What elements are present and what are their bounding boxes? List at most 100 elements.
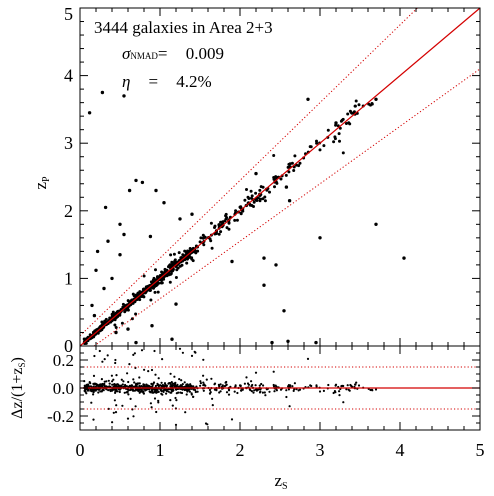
main-locus-point xyxy=(318,148,322,152)
residual-point xyxy=(130,384,133,387)
residual-point xyxy=(227,393,231,396)
residual-point xyxy=(150,389,154,392)
outlier-point xyxy=(90,303,94,308)
outlier-point xyxy=(148,234,153,239)
residual-point xyxy=(98,349,101,353)
residual-point xyxy=(203,384,206,387)
residual-point xyxy=(225,383,228,386)
main-locus-point xyxy=(178,264,182,268)
main-locus-point xyxy=(347,121,351,125)
main-locus-point xyxy=(261,185,265,189)
main-locus-point xyxy=(353,104,357,108)
residual-point xyxy=(160,390,163,393)
residual-point xyxy=(86,389,90,392)
x-tick-label: 1 xyxy=(156,440,165,460)
residual-point xyxy=(333,390,336,393)
residual-point xyxy=(189,383,192,386)
residual-point xyxy=(123,385,126,388)
x-tick-label: 2 xyxy=(236,440,245,460)
main-locus-point xyxy=(188,247,192,250)
residual-point xyxy=(102,388,105,391)
residual-point xyxy=(112,385,115,388)
residual-point xyxy=(133,389,136,392)
main-locus-point xyxy=(93,329,97,333)
residual-point xyxy=(115,374,118,377)
main-locus-point xyxy=(344,122,348,125)
main-locus-point xyxy=(250,194,254,198)
residual-point xyxy=(190,392,193,395)
residual-point xyxy=(180,379,183,382)
main-locus-point xyxy=(113,318,117,322)
main-locus-point xyxy=(263,199,267,203)
outlier-point xyxy=(126,327,130,331)
residual-point xyxy=(252,391,255,394)
outlier-point xyxy=(103,205,108,210)
main-locus-point xyxy=(225,216,229,220)
main-locus-point xyxy=(315,139,318,143)
main-locus-point xyxy=(337,132,341,136)
main-locus-point xyxy=(272,154,276,157)
outlier-point xyxy=(122,232,126,237)
bottom-y-axis-label: Δz/(1+zS) xyxy=(9,357,27,419)
residual-point xyxy=(122,380,125,383)
main-locus-point xyxy=(177,251,181,255)
outlier-point xyxy=(134,178,138,183)
main-locus-point xyxy=(293,154,297,158)
residual-point xyxy=(341,384,344,387)
main-locus-point xyxy=(346,112,350,116)
residual-point xyxy=(111,421,114,424)
main-locus-point xyxy=(287,162,291,166)
residual-point xyxy=(157,383,160,387)
residual-point xyxy=(173,375,176,378)
residual-point xyxy=(114,390,117,393)
main-locus-point xyxy=(349,111,353,114)
residual-point xyxy=(287,388,290,391)
outlier-point xyxy=(282,309,286,313)
outlier-point xyxy=(150,324,154,328)
residual-point xyxy=(133,381,136,384)
residual-point xyxy=(208,388,212,392)
main-locus-point xyxy=(100,320,104,324)
annotation-line1: 3444 galaxies in Area 2+3 xyxy=(94,18,273,37)
main-locus-point xyxy=(149,298,153,302)
residual-point xyxy=(126,417,130,420)
main-locus-point xyxy=(255,199,259,202)
main-locus-point xyxy=(258,188,262,192)
outlier-point xyxy=(134,340,138,345)
main-locus-point xyxy=(171,261,175,265)
residual-point xyxy=(225,391,229,394)
residual-point xyxy=(272,383,275,387)
outlier-point xyxy=(92,313,97,318)
main-locus-point xyxy=(153,290,157,294)
main-locus-point xyxy=(338,139,341,143)
y-tick-label: 0.2 xyxy=(53,351,74,370)
residual-point xyxy=(185,385,188,388)
residual-point xyxy=(156,389,159,392)
bottom-y-ticks: -0.2 0.0 0.2 xyxy=(47,345,480,431)
residual-point xyxy=(265,388,268,391)
main-locus-point xyxy=(357,103,361,107)
residual-point xyxy=(211,404,214,407)
main-locus-point xyxy=(233,218,237,222)
x-tick-label: 0 xyxy=(76,440,85,460)
residual-point xyxy=(134,405,137,408)
residual-point xyxy=(150,406,153,409)
residual-point xyxy=(94,389,97,392)
residual-point xyxy=(132,378,135,381)
outlier-point xyxy=(118,253,122,257)
main-locus-point xyxy=(248,203,252,207)
residual-point xyxy=(101,360,104,363)
main-locus-point xyxy=(202,243,206,247)
residual-point xyxy=(137,389,141,392)
main-locus-point xyxy=(185,261,189,265)
main-locus-point xyxy=(287,170,291,174)
residual-point xyxy=(124,383,127,387)
residual-point xyxy=(178,385,181,388)
outlier-point xyxy=(178,217,182,221)
residual-point xyxy=(154,384,157,388)
main-locus-point xyxy=(332,140,336,144)
residual-point xyxy=(194,390,197,394)
residual-point xyxy=(111,383,114,386)
main-locus-point xyxy=(245,188,248,191)
